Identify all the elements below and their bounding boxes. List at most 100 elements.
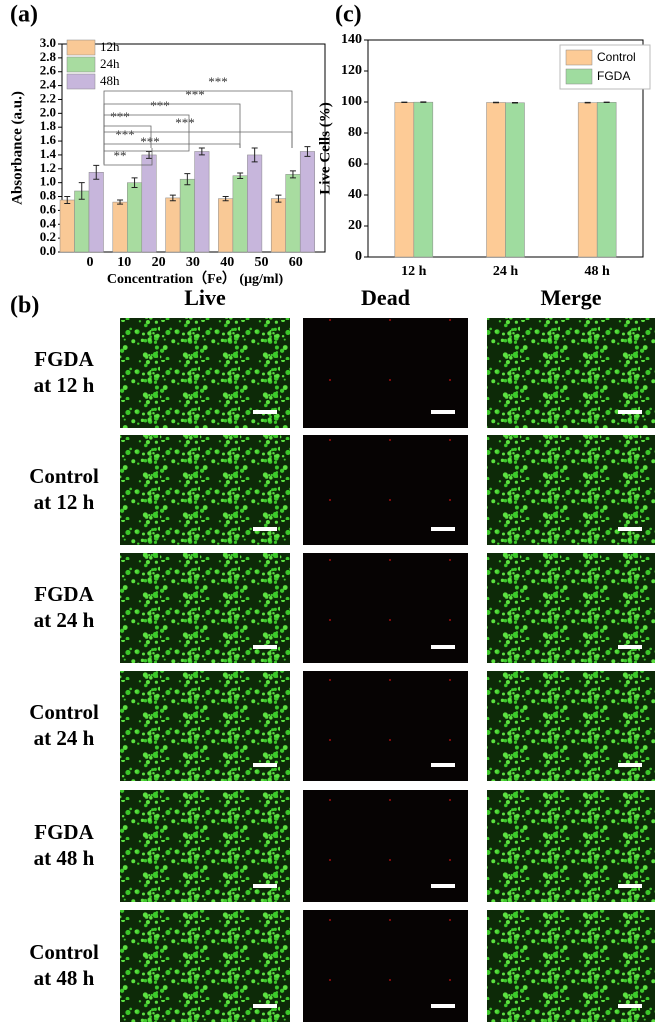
legend-label: 12h (100, 39, 120, 54)
scale-bar (618, 763, 642, 767)
bar (88, 172, 104, 253)
error-bar (275, 194, 282, 203)
y-tick-label: 1.0 (40, 174, 56, 189)
x-tick-label: 24 h (493, 264, 519, 279)
row-label: at 12 h (34, 373, 95, 397)
scale-bar (618, 645, 642, 649)
error-bar (64, 196, 71, 204)
scale-bar (431, 410, 455, 414)
bar (577, 102, 598, 258)
error-bar (169, 194, 176, 202)
scale-bar (253, 763, 277, 767)
micrograph (303, 318, 468, 428)
micrograph (120, 318, 290, 428)
annotation: *** (140, 134, 160, 149)
row-label: Control (29, 700, 99, 724)
bar (218, 198, 234, 253)
micrograph (120, 435, 290, 545)
y-tick-label: 1.4 (40, 146, 57, 161)
bar (596, 102, 617, 258)
bar (112, 201, 128, 253)
error-bar (251, 147, 258, 163)
y-tick-label: 120 (341, 63, 362, 78)
x-tick-label: 50 (255, 255, 269, 270)
bar (59, 199, 75, 253)
error-bar (78, 182, 85, 200)
row-label: Control (29, 940, 99, 964)
bar (505, 102, 525, 258)
micrograph (120, 671, 290, 781)
error-bar (237, 172, 244, 180)
legend-swatch (66, 39, 96, 56)
scale-bar (618, 884, 642, 888)
micrograph (487, 553, 655, 663)
row-label: FGDA (34, 582, 94, 606)
y-tick-label: 100 (341, 94, 362, 109)
y-tick-label: 2.8 (40, 49, 57, 64)
legend-label: 48h (100, 73, 120, 88)
legend-label: FGDA (597, 69, 630, 83)
x-tick-label: 12 h (401, 264, 427, 279)
y-tick-label: 2.2 (40, 90, 56, 105)
y-tick-label: 0.4 (40, 215, 57, 230)
legend-swatch (565, 68, 593, 85)
scale-bar (618, 1004, 642, 1008)
row-label: Control (29, 464, 99, 488)
row-label: at 12 h (34, 490, 95, 514)
y-tick-label: 0.0 (40, 243, 56, 258)
x-tick-label: 20 (152, 255, 166, 270)
scale-bar (253, 645, 277, 649)
x-axis-title: Concentration（Fe） (μg/ml) (107, 271, 284, 287)
scale-bar (253, 1004, 277, 1008)
column-label: Dead (361, 285, 410, 310)
scale-bar (431, 1004, 455, 1008)
error-bar (184, 173, 191, 186)
legend-label: Control (597, 50, 636, 64)
bar (486, 102, 506, 258)
bar (74, 190, 90, 253)
y-axis-title: Absorbance (a.u.) (9, 91, 25, 205)
micrograph (487, 671, 655, 781)
annotation: *** (175, 115, 195, 130)
micrograph (487, 910, 655, 1022)
error-bar (117, 199, 124, 205)
y-tick-label: 0.8 (40, 188, 57, 203)
panel-label: (a) (10, 2, 38, 28)
scale-bar (618, 410, 642, 414)
micrograph (120, 910, 290, 1022)
bar (299, 151, 315, 253)
row-label: FGDA (34, 347, 94, 371)
micrograph (487, 435, 655, 545)
bar (394, 102, 415, 258)
row-label: at 24 h (34, 608, 95, 632)
panel-label: (b) (10, 293, 39, 319)
legend-label: 24h (100, 56, 120, 71)
micrograph (303, 790, 468, 902)
legend-swatch (66, 73, 96, 90)
row-label: at 24 h (34, 726, 95, 750)
bar (127, 182, 143, 253)
x-tick-label: 10 (117, 255, 131, 270)
error-bar (93, 164, 100, 180)
error-bar (198, 147, 205, 156)
bar (232, 175, 248, 253)
column-label: Merge (540, 285, 601, 310)
micrograph (487, 318, 655, 428)
x-tick-label: 40 (220, 255, 234, 270)
error-bar (146, 150, 153, 159)
micrograph (303, 910, 468, 1022)
annotation: *** (150, 98, 170, 113)
y-axis-title: Live Cells (%) (317, 102, 333, 194)
y-tick-label: 40 (348, 187, 362, 202)
micrograph (303, 553, 468, 663)
scale-bar (431, 884, 455, 888)
x-tick-label: 60 (289, 255, 303, 270)
micrograph (487, 790, 655, 902)
micrograph (120, 553, 290, 663)
x-tick-label: 30 (186, 255, 200, 270)
annotation: *** (110, 109, 130, 124)
bar (247, 154, 263, 253)
y-tick-label: 2.4 (40, 77, 57, 92)
y-tick-label: 0.6 (40, 201, 57, 216)
